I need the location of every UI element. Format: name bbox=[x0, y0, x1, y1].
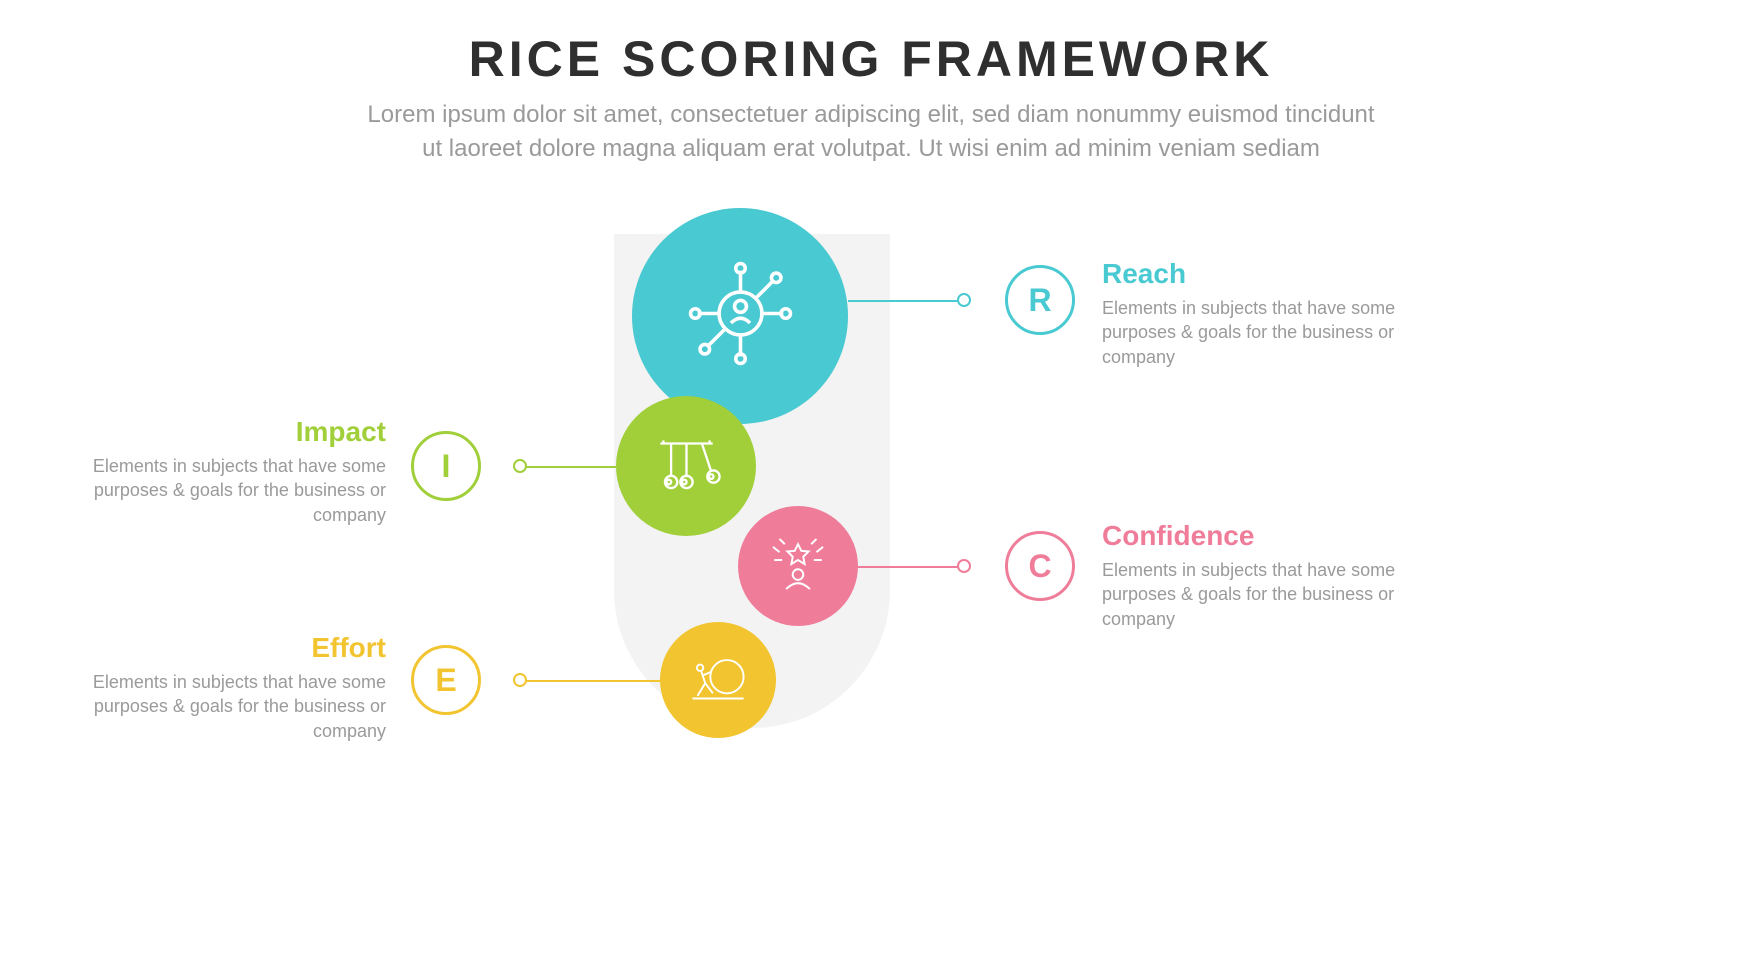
network-icon bbox=[681, 254, 800, 378]
reach-connector bbox=[848, 300, 964, 302]
confidence-circle bbox=[738, 506, 858, 626]
effort-connector bbox=[520, 680, 660, 682]
reach-connector-dot bbox=[957, 293, 971, 307]
celebrate-icon bbox=[765, 531, 831, 602]
effort-text-block: Effort Elements in subjects that have som… bbox=[86, 632, 386, 743]
impact-connector-dot bbox=[513, 459, 527, 473]
page-title: RICE SCORING FRAMEWORK bbox=[0, 30, 1742, 88]
reach-letter-badge: R bbox=[1005, 265, 1075, 335]
impact-connector bbox=[520, 466, 616, 468]
impact-text-block: Impact Elements in subjects that have som… bbox=[86, 416, 386, 527]
confidence-connector-dot bbox=[957, 559, 971, 573]
push-icon bbox=[686, 646, 750, 715]
effort-heading: Effort bbox=[86, 632, 386, 664]
reach-text-block: Reach Elements in subjects that have some… bbox=[1102, 258, 1402, 369]
infographic-canvas: RICE SCORING FRAMEWORK Lorem ipsum dolor… bbox=[0, 0, 1742, 980]
confidence-description: Elements in subjects that have some purp… bbox=[1102, 558, 1402, 631]
reach-heading: Reach bbox=[1102, 258, 1402, 290]
impact-letter-badge: I bbox=[411, 431, 481, 501]
page-subtitle: Lorem ipsum dolor sit amet, consectetuer… bbox=[0, 98, 1742, 165]
confidence-connector bbox=[858, 566, 964, 568]
confidence-heading: Confidence bbox=[1102, 520, 1402, 552]
confidence-letter-badge: C bbox=[1005, 531, 1075, 601]
confidence-text-block: Confidence Elements in subjects that have… bbox=[1102, 520, 1402, 631]
effort-circle bbox=[660, 622, 776, 738]
impact-heading: Impact bbox=[86, 416, 386, 448]
reach-description: Elements in subjects that have some purp… bbox=[1102, 296, 1402, 369]
cradle-icon bbox=[648, 425, 725, 507]
effort-connector-dot bbox=[513, 673, 527, 687]
impact-circle bbox=[616, 396, 756, 536]
impact-description: Elements in subjects that have some purp… bbox=[86, 454, 386, 527]
effort-description: Elements in subjects that have some purp… bbox=[86, 670, 386, 743]
reach-circle bbox=[632, 208, 848, 424]
effort-letter-badge: E bbox=[411, 645, 481, 715]
